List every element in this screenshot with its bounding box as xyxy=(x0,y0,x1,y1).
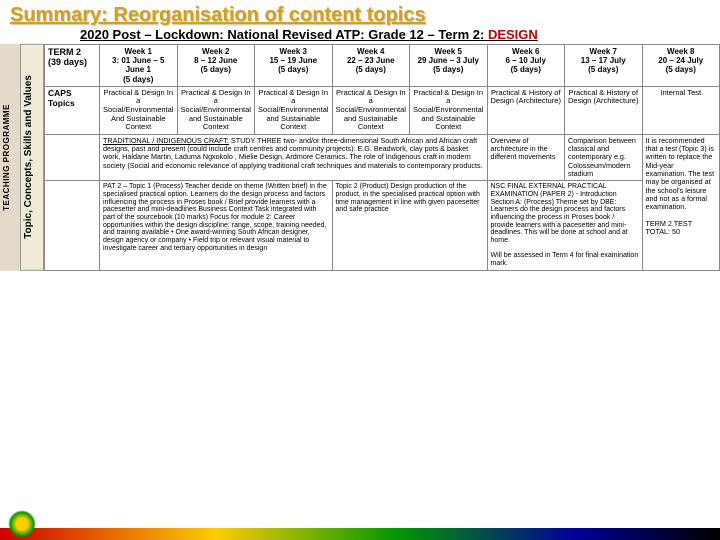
caps-w4: Practical & Design In a Social/Environme… xyxy=(332,86,410,134)
trad-w7: Comparison between classical and contemp… xyxy=(565,134,643,180)
page-subtitle: 2020 Post – Lockdown: National Revised A… xyxy=(0,27,720,44)
caps-w2: Practical & Design In a Social/Environme… xyxy=(177,86,255,134)
caps-w1: Practical & Design In a Social/Environme… xyxy=(100,86,178,134)
trad-empty xyxy=(45,134,100,180)
header-row: TERM 2 (39 days) Week 13: 01 June – 5 Ju… xyxy=(45,45,720,87)
week-1: Week 13: 01 June – 5 June 1(5 days) xyxy=(100,45,178,87)
week-3: Week 315 – 19 June(5 days) xyxy=(255,45,333,87)
caps-w5: Practical & Design In a Social/Environme… xyxy=(410,86,488,134)
sidebar-teaching: TEACHING PROGRAMME xyxy=(0,44,20,271)
caps-w8: Internal Test xyxy=(642,86,720,134)
caps-w3: Practical & Design In a Social/Environme… xyxy=(255,86,333,134)
crest-icon xyxy=(8,510,36,538)
subtitle-design: DESIGN xyxy=(488,27,538,42)
traditional-craft: TRADITIONAL / INDIGENOUS CRAFT: STUDY TH… xyxy=(100,134,488,180)
page-title: Summary: Reorganisation of content topic… xyxy=(0,0,720,27)
subtitle-main: 2020 Post – Lockdown: National Revised A… xyxy=(80,27,488,42)
week-6: Week 66 – 10 July(5 days) xyxy=(487,45,565,87)
term-days: (39 days) xyxy=(48,57,87,67)
traditional-row: TRADITIONAL / INDIGENOUS CRAFT: STUDY TH… xyxy=(45,134,720,180)
pat-process: PAT 2 – Topic 1 (Process) Teacher decide… xyxy=(100,181,333,271)
pat-product: Topic 2 (Product) Design production of t… xyxy=(332,181,487,271)
week-7: Week 713 – 17 July(5 days) xyxy=(565,45,643,87)
term-label: TERM 2 xyxy=(48,47,81,57)
atp-table: TERM 2 (39 days) Week 13: 01 June – 5 Ju… xyxy=(44,44,720,271)
pat-nsc: NSC FINAL EXTERNAL PRACTICAL EXAMINATION… xyxy=(487,181,642,271)
caps-w6: Practical & History of Design (Architect… xyxy=(487,86,565,134)
main-layout: TEACHING PROGRAMME Topic, Concepts, Skil… xyxy=(0,44,720,271)
week-5: Week 529 June – 3 July(5 days) xyxy=(410,45,488,87)
pat-empty xyxy=(45,181,100,271)
trad-w8: It is recommended that a test (Topic 3) … xyxy=(642,134,720,270)
caps-row: CAPS Topics Practical & Design In a Soci… xyxy=(45,86,720,134)
term-cell: TERM 2 (39 days) xyxy=(45,45,100,87)
pat-row: PAT 2 – Topic 1 (Process) Teacher decide… xyxy=(45,181,720,271)
footer-flag-bar xyxy=(0,528,720,540)
week-8: Week 820 – 24 July(5 days) xyxy=(642,45,720,87)
week-2: Week 28 – 12 June(5 days) xyxy=(177,45,255,87)
sidebar-topic: Topic, Concepts, Skills and Values xyxy=(20,44,44,271)
caps-w7: Practical & History of Design (Architect… xyxy=(565,86,643,134)
week-4: Week 422 – 23 June(5 days) xyxy=(332,45,410,87)
caps-label: CAPS Topics xyxy=(45,86,100,134)
trad-w6: Overview of architecture in the differen… xyxy=(487,134,565,180)
